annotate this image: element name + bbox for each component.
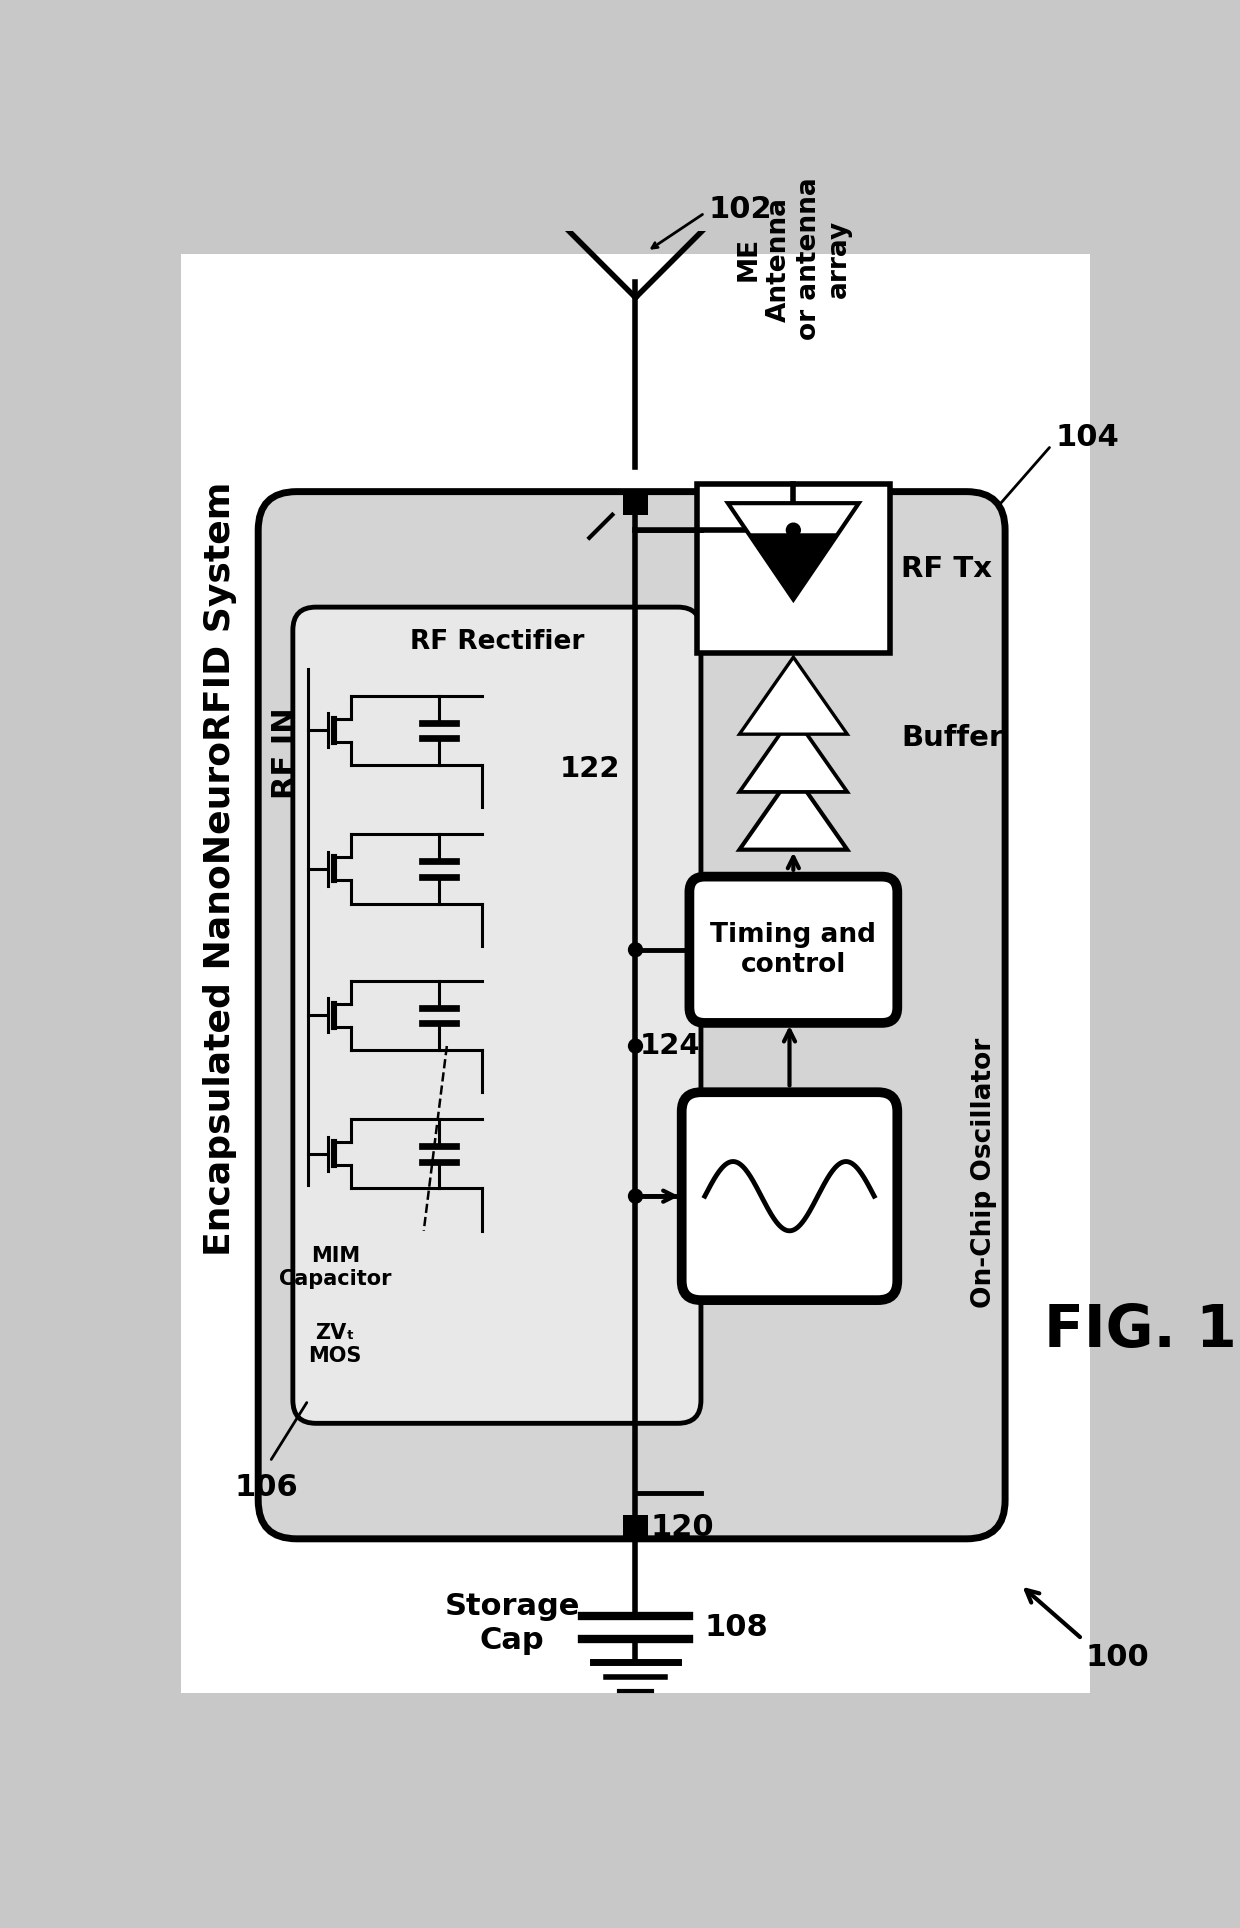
Text: 120: 120 (651, 1513, 714, 1542)
Text: 100: 100 (1086, 1643, 1149, 1672)
Text: Timing and
control: Timing and control (711, 922, 877, 977)
FancyBboxPatch shape (258, 492, 1006, 1539)
FancyBboxPatch shape (682, 1093, 898, 1299)
Polygon shape (728, 503, 859, 600)
Text: On-Chip Oscillator: On-Chip Oscillator (971, 1037, 997, 1309)
Text: FIG. 1B: FIG. 1B (1044, 1303, 1240, 1359)
Circle shape (629, 1039, 642, 1053)
Text: ZVₜ
MOS: ZVₜ MOS (309, 1323, 362, 1367)
Text: MIM
Capacitor: MIM Capacitor (279, 1245, 392, 1290)
Text: RF IN: RF IN (270, 708, 300, 800)
Text: ME
Antenna
or antenna
array: ME Antenna or antenna array (735, 177, 852, 341)
Text: 106: 106 (234, 1473, 298, 1502)
Text: 104: 104 (1055, 424, 1118, 453)
Text: Storage
Cap: Storage Cap (445, 1593, 580, 1654)
Circle shape (786, 522, 800, 538)
FancyBboxPatch shape (293, 607, 701, 1423)
Circle shape (629, 1190, 642, 1203)
Text: 122: 122 (559, 756, 620, 783)
Text: Buffer: Buffer (901, 725, 1003, 752)
Text: RF Tx: RF Tx (901, 555, 992, 582)
Text: Encapsulated NanoNeuroRFID System: Encapsulated NanoNeuroRFID System (202, 482, 237, 1257)
Text: 102: 102 (708, 195, 773, 224)
Polygon shape (739, 657, 847, 735)
Polygon shape (751, 534, 836, 600)
FancyBboxPatch shape (689, 877, 898, 1024)
Text: 124: 124 (640, 1031, 699, 1060)
Polygon shape (739, 715, 847, 792)
Circle shape (629, 943, 642, 956)
Bar (697, 484, 889, 654)
Polygon shape (739, 773, 847, 850)
Text: 108: 108 (704, 1614, 769, 1643)
Text: RF Rectifier: RF Rectifier (409, 629, 584, 656)
Bar (624, 1515, 647, 1540)
Bar (624, 492, 647, 515)
